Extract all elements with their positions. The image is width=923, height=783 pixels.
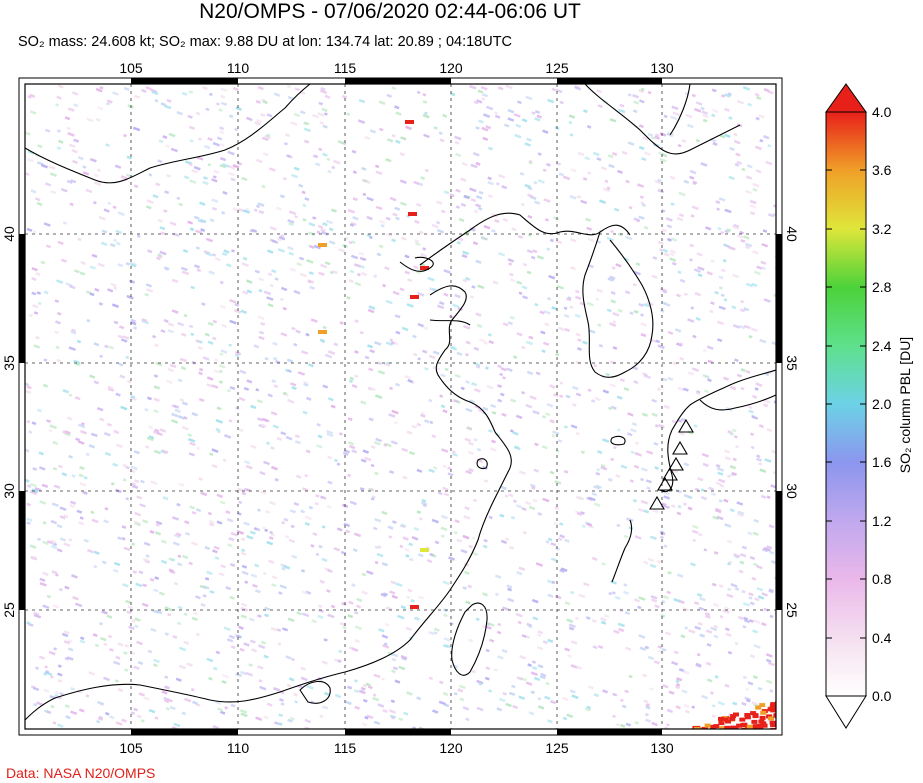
lon-tick-label: 115 (334, 60, 357, 76)
lon-tick-label: 120 (439, 740, 463, 756)
colorbar-gradient (825, 111, 867, 697)
lon-tick-label: 125 (545, 740, 569, 756)
colorbar-label: SO₂ column PBL [DU] (897, 337, 913, 473)
lat-tick-label: 35 (784, 355, 800, 371)
lon-tick-label: 105 (119, 740, 143, 756)
volcano-markers (649, 418, 694, 510)
lon-tick-label: 110 (227, 60, 250, 76)
colorbar-min-arrow (825, 695, 867, 729)
colorbar-tick-label: 4.0 (872, 104, 892, 120)
map-subtitle: SO₂ mass: 24.608 kt; SO₂ max: 9.88 DU at… (18, 34, 513, 50)
grid-lines (25, 84, 776, 729)
lat-tick-label: 35 (1, 355, 17, 371)
colorbar: 4.0 3.6 3.2 2.8 2.4 2.0 1.6 1.2 0.8 0.4 … (825, 83, 913, 729)
lon-tick-label: 110 (227, 740, 250, 756)
lon-tick-label: 125 (545, 60, 569, 76)
colorbar-ticks: 4.0 3.6 3.2 2.8 2.4 2.0 1.6 1.2 0.8 0.4 … (872, 104, 892, 704)
lon-tick-label: 130 (650, 60, 674, 76)
colorbar-tick-label: 2.4 (872, 338, 892, 354)
colorbar-tick-label: 0.0 (872, 688, 892, 704)
lat-ticks-right: 40 35 30 25 (784, 226, 800, 618)
so2-pixels (25, 84, 776, 729)
colorbar-tick-label: 1.2 (872, 513, 892, 529)
colorbar-tick-label: 3.6 (872, 162, 892, 178)
lat-ticks-left: 40 35 30 25 (1, 226, 17, 618)
lon-tick-label: 130 (650, 740, 674, 756)
frame-scale-bars (18, 77, 783, 736)
lon-tick-label: 120 (439, 60, 463, 76)
lon-tick-label: 105 (119, 60, 143, 76)
lat-tick-label: 30 (784, 483, 800, 499)
lat-tick-label: 30 (1, 483, 17, 499)
lat-tick-label: 40 (1, 226, 17, 242)
lon-tick-label: 115 (334, 740, 357, 756)
lon-ticks-bottom: 105 110 115 120 125 130 (119, 740, 674, 756)
colorbar-tick-label: 1.6 (872, 454, 892, 470)
lat-tick-label: 25 (784, 602, 800, 618)
coastlines (25, 84, 776, 721)
colorbar-tick-label: 0.4 (872, 630, 892, 646)
colorbar-tick-label: 3.2 (872, 221, 892, 237)
map-title: N20/OMPS - 07/06/2020 02:44-06:06 UT (199, 0, 581, 23)
colorbar-max-arrow (825, 83, 867, 113)
map-area (25, 84, 776, 729)
colorbar-tick-label: 2.0 (872, 396, 892, 412)
data-credit: Data: NASA N20/OMPS (6, 765, 156, 781)
lat-tick-label: 40 (784, 226, 800, 242)
colorbar-tick-label: 2.8 (872, 279, 892, 295)
lat-tick-label: 25 (1, 602, 17, 618)
colorbar-tick-label: 0.8 (872, 571, 892, 587)
lon-ticks-top: 105 110 115 120 125 130 (119, 60, 674, 76)
